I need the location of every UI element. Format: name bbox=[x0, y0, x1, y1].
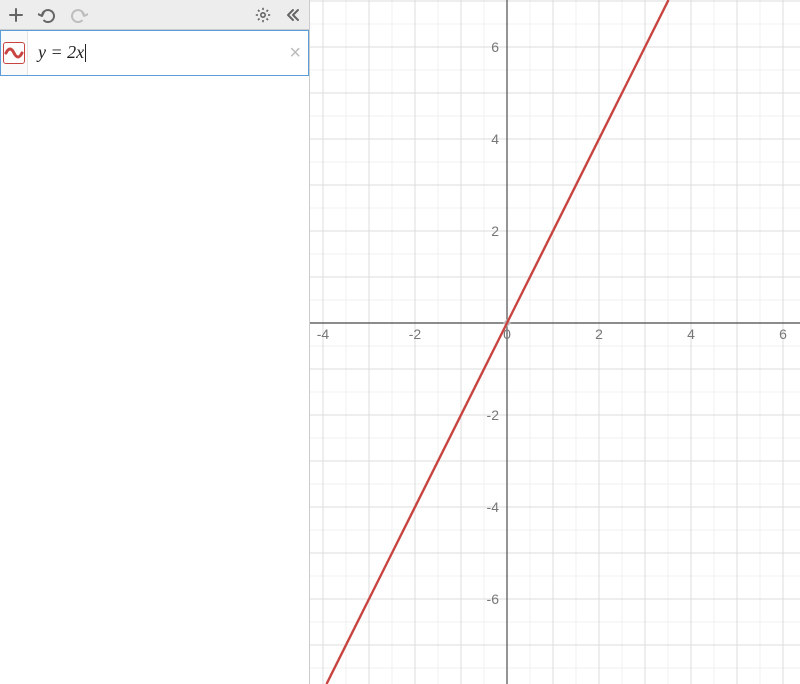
panel-toolbar bbox=[0, 0, 309, 30]
graph-svg: -4-20246-8-6-4-22468 bbox=[310, 0, 800, 684]
redo-icon bbox=[70, 7, 88, 23]
app-root: y = 2x × -4-20246-8-6-4-22468 bbox=[0, 0, 800, 684]
redo-button[interactable] bbox=[70, 7, 88, 23]
svg-text:4: 4 bbox=[687, 326, 695, 342]
svg-text:2: 2 bbox=[491, 223, 499, 239]
expression-row[interactable]: y = 2x × bbox=[0, 30, 309, 76]
expression-color-badge[interactable] bbox=[0, 30, 28, 75]
expression-input[interactable]: y = 2x bbox=[28, 30, 309, 75]
wave-icon bbox=[3, 42, 25, 64]
graph-canvas[interactable]: -4-20246-8-6-4-22468 bbox=[310, 0, 800, 684]
svg-text:-2: -2 bbox=[487, 407, 500, 423]
chevrons-left-icon bbox=[285, 7, 301, 23]
svg-text:6: 6 bbox=[491, 39, 499, 55]
svg-text:4: 4 bbox=[491, 131, 499, 147]
delete-expression-button[interactable]: × bbox=[289, 43, 301, 63]
gear-icon bbox=[255, 7, 271, 23]
svg-text:-2: -2 bbox=[409, 326, 422, 342]
text-caret bbox=[85, 44, 86, 62]
svg-text:2: 2 bbox=[595, 326, 603, 342]
undo-icon bbox=[38, 7, 56, 23]
expression-text: y = 2x bbox=[38, 42, 84, 63]
settings-button[interactable] bbox=[255, 7, 271, 23]
undo-button[interactable] bbox=[38, 7, 56, 23]
expression-panel: y = 2x × bbox=[0, 0, 310, 684]
collapse-panel-button[interactable] bbox=[285, 7, 301, 23]
add-expression-button[interactable] bbox=[8, 7, 24, 23]
svg-text:-4: -4 bbox=[317, 326, 330, 342]
plus-icon bbox=[8, 7, 24, 23]
svg-text:-6: -6 bbox=[487, 591, 500, 607]
svg-text:-4: -4 bbox=[487, 499, 500, 515]
svg-text:6: 6 bbox=[779, 326, 787, 342]
